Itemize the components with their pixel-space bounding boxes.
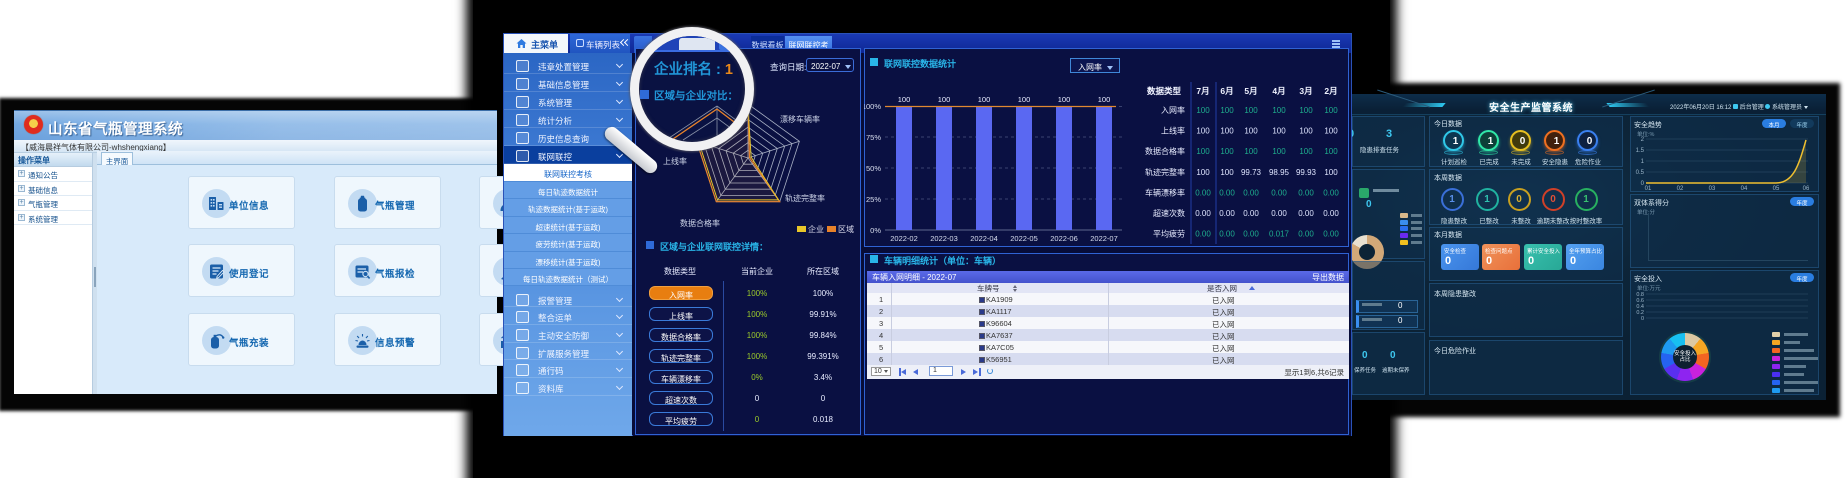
svg-text:100: 100 <box>1196 127 1210 136</box>
svg-text:0.2: 0.2 <box>1636 310 1644 316</box>
svg-text:0.4: 0.4 <box>1636 304 1644 310</box>
svg-text:0.00: 0.00 <box>1243 230 1259 239</box>
svg-text:99.73: 99.73 <box>1241 168 1262 177</box>
svg-text:0%: 0% <box>870 226 881 235</box>
svg-text:0.6: 0.6 <box>1636 298 1644 304</box>
svg-text:入网率: 入网率 <box>1161 105 1185 115</box>
svg-text:75%: 75% <box>866 133 881 142</box>
svg-text:2月: 2月 <box>1324 86 1337 96</box>
svg-text:2022-03: 2022-03 <box>930 234 958 243</box>
svg-text:100: 100 <box>1324 147 1338 156</box>
svg-text:06: 06 <box>1803 186 1810 190</box>
svg-text:上线率: 上线率 <box>663 156 687 166</box>
svg-text:100: 100 <box>1196 106 1210 115</box>
svg-text:100: 100 <box>1220 106 1234 115</box>
svg-text:0.00: 0.00 <box>1195 209 1211 218</box>
svg-text:0.00: 0.00 <box>1243 209 1259 218</box>
svg-text:100: 100 <box>1272 127 1286 136</box>
svg-text:100: 100 <box>1324 106 1338 115</box>
svg-text:1.5: 1.5 <box>1636 148 1645 154</box>
svg-text:100: 100 <box>1324 168 1338 177</box>
svg-text:0.00: 0.00 <box>1219 188 1235 197</box>
svg-text:100: 100 <box>938 95 951 104</box>
svg-text:平均疲劳: 平均疲劳 <box>1153 229 1185 239</box>
svg-text:0.00: 0.00 <box>1195 230 1211 239</box>
svg-text:100%: 100% <box>864 102 881 111</box>
svg-text:车辆漂移率: 车辆漂移率 <box>1145 187 1185 197</box>
svg-text:01: 01 <box>1645 186 1652 190</box>
svg-text:2022-04: 2022-04 <box>970 234 998 243</box>
svg-text:100: 100 <box>1220 127 1234 136</box>
svg-text:2022-05: 2022-05 <box>1010 234 1038 243</box>
svg-text:数据类型: 数据类型 <box>1147 86 1182 96</box>
svg-text:0.00: 0.00 <box>1323 209 1339 218</box>
svg-text:0.00: 0.00 <box>1298 230 1314 239</box>
svg-text:100: 100 <box>1299 127 1313 136</box>
svg-text:数据合格率: 数据合格率 <box>680 218 720 228</box>
svg-text:0.8: 0.8 <box>1636 292 1644 298</box>
svg-text:6月: 6月 <box>1220 86 1233 96</box>
svg-text:漂移车辆率: 漂移车辆率 <box>780 114 820 124</box>
svg-text:2022-07: 2022-07 <box>1090 234 1118 243</box>
svg-text:100: 100 <box>1244 127 1258 136</box>
svg-text:100: 100 <box>1098 95 1111 104</box>
svg-text:0.00: 0.00 <box>1298 209 1314 218</box>
svg-text:0.00: 0.00 <box>1323 230 1339 239</box>
svg-text:100: 100 <box>1324 127 1338 136</box>
svg-text:100: 100 <box>1299 106 1313 115</box>
svg-text:98.95: 98.95 <box>1269 168 1290 177</box>
svg-text:100: 100 <box>1196 168 1210 177</box>
svg-text:100: 100 <box>1058 95 1071 104</box>
svg-text:0.00: 0.00 <box>1323 188 1339 197</box>
svg-text:3月: 3月 <box>1299 86 1312 96</box>
svg-text:100: 100 <box>1196 147 1210 156</box>
svg-text:0.00: 0.00 <box>1298 188 1314 197</box>
svg-text:100: 100 <box>1018 95 1031 104</box>
svg-text:100: 100 <box>898 95 911 104</box>
svg-text:4月: 4月 <box>1272 86 1285 96</box>
svg-text:0.00: 0.00 <box>1195 188 1211 197</box>
svg-text:1: 1 <box>1641 159 1645 165</box>
svg-text:100: 100 <box>1272 147 1286 156</box>
svg-text:100: 100 <box>1244 147 1258 156</box>
svg-text:超速次数: 超速次数 <box>1153 208 1185 218</box>
svg-text:0: 0 <box>1641 316 1644 322</box>
svg-text:2022-02: 2022-02 <box>890 234 918 243</box>
svg-text:0.00: 0.00 <box>1271 209 1287 218</box>
svg-text:100: 100 <box>1299 147 1313 156</box>
svg-text:2022-06: 2022-06 <box>1050 234 1078 243</box>
svg-text:7月: 7月 <box>1196 86 1209 96</box>
svg-text:100: 100 <box>1220 168 1234 177</box>
svg-text:03: 03 <box>1709 186 1716 190</box>
svg-text:5月: 5月 <box>1244 86 1257 96</box>
svg-text:25%: 25% <box>866 195 881 204</box>
svg-text:50%: 50% <box>866 164 881 173</box>
svg-text:0.00: 0.00 <box>1219 230 1235 239</box>
svg-text:0.5: 0.5 <box>1636 170 1645 176</box>
svg-text:数据合格率: 数据合格率 <box>1145 146 1185 156</box>
svg-text:2: 2 <box>1641 137 1645 143</box>
svg-text:上线率: 上线率 <box>1161 126 1185 136</box>
svg-text:轨迹完整率: 轨迹完整率 <box>1145 167 1185 177</box>
svg-text:0.00: 0.00 <box>1271 188 1287 197</box>
svg-text:100: 100 <box>1220 147 1234 156</box>
svg-text:100: 100 <box>1244 106 1258 115</box>
svg-text:02: 02 <box>1677 186 1684 190</box>
svg-text:05: 05 <box>1773 186 1780 190</box>
svg-text:99.93: 99.93 <box>1296 168 1317 177</box>
svg-text:0.00: 0.00 <box>1243 188 1259 197</box>
svg-text:04: 04 <box>1741 186 1748 190</box>
svg-text:100: 100 <box>978 95 991 104</box>
svg-text:0: 0 <box>1641 181 1645 187</box>
svg-text:100: 100 <box>1272 106 1286 115</box>
svg-text:轨迹完整率: 轨迹完整率 <box>785 193 825 203</box>
svg-text:0.017: 0.017 <box>1269 230 1290 239</box>
svg-text:0.00: 0.00 <box>1219 209 1235 218</box>
